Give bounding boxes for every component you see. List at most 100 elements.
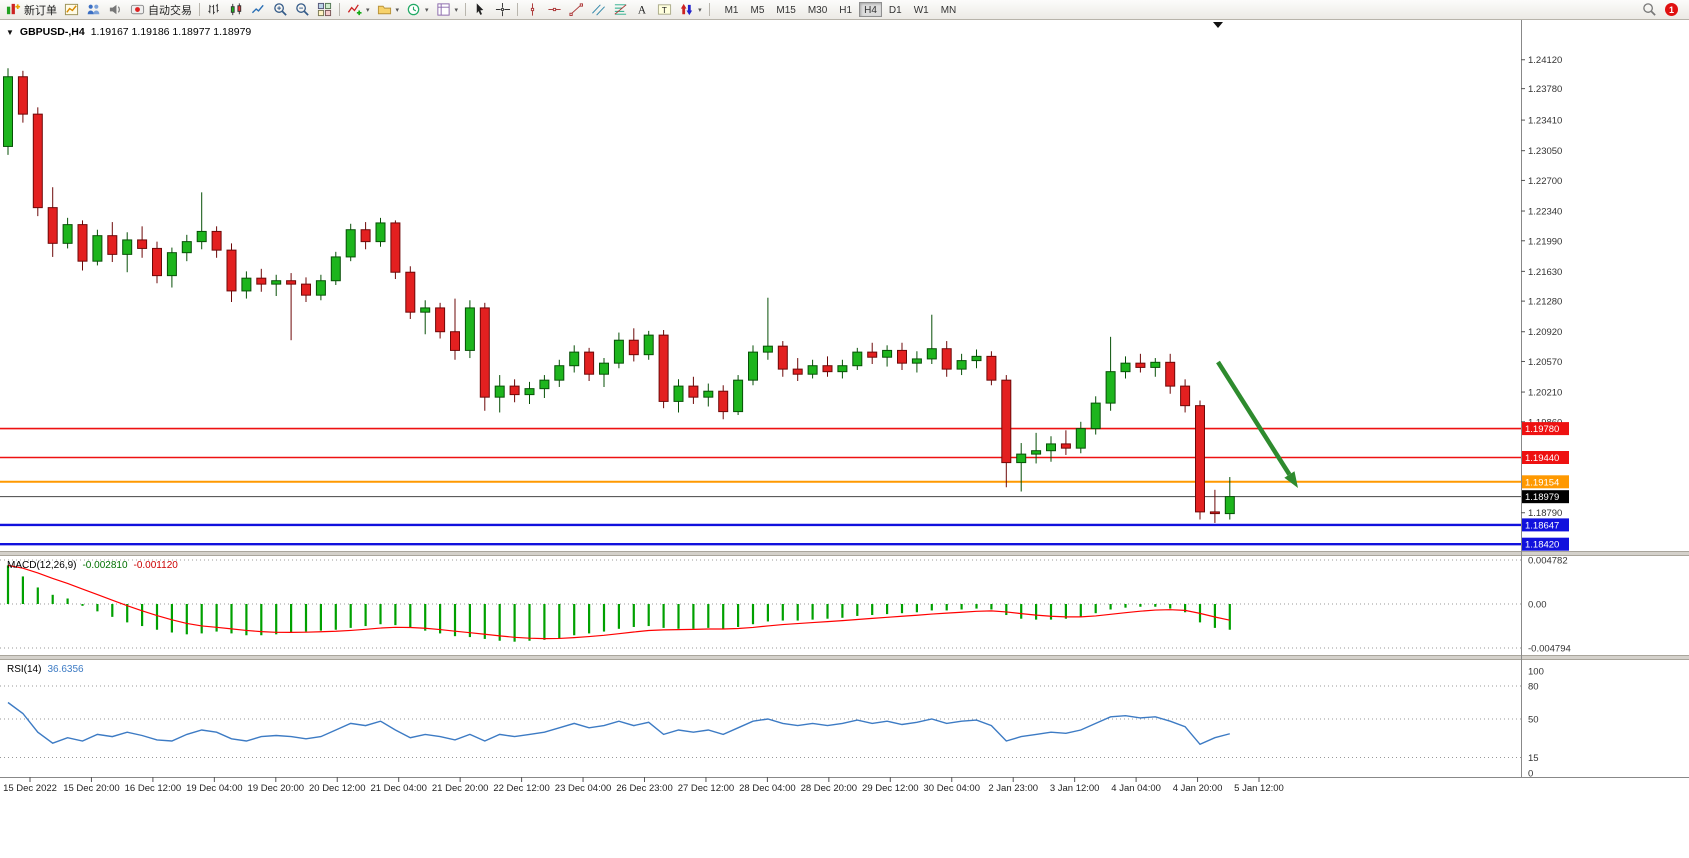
timeframe-H1[interactable]: H1 <box>834 2 857 17</box>
timeframe-D1[interactable]: D1 <box>884 2 907 17</box>
svg-text:0.004782: 0.004782 <box>1528 556 1568 567</box>
chart-window-icon <box>64 3 79 16</box>
horizontal-line-button[interactable] <box>544 1 565 18</box>
chart-window: MACD(12,26,9) -0.002810 -0.001120 0.004782 0… <box>0 20 1689 858</box>
svg-text:1.22340: 1.22340 <box>1528 207 1562 218</box>
candlestick-chart-button[interactable] <box>226 1 247 18</box>
svg-text:50: 50 <box>1528 715 1539 726</box>
svg-text:-0.004794: -0.004794 <box>1528 644 1571 655</box>
line-chart-button[interactable] <box>248 1 269 18</box>
svg-text:1.19780: 1.19780 <box>1525 424 1559 435</box>
timeframe-M5[interactable]: M5 <box>745 2 769 17</box>
svg-text:4 Jan 20:00: 4 Jan 20:00 <box>1173 783 1223 794</box>
search-button[interactable] <box>1639 1 1660 18</box>
text-tool-button[interactable]: A <box>632 1 653 18</box>
period-button[interactable]: ▾ <box>403 1 432 18</box>
svg-text:1.20570: 1.20570 <box>1528 357 1562 368</box>
svg-text:23 Dec 04:00: 23 Dec 04:00 <box>555 783 612 794</box>
svg-text:29 Dec 12:00: 29 Dec 12:00 <box>862 783 919 794</box>
arrow-object-head[interactable] <box>1284 471 1298 488</box>
svg-text:1.18420: 1.18420 <box>1525 540 1559 551</box>
svg-text:20 Dec 12:00: 20 Dec 12:00 <box>309 783 366 794</box>
svg-text:1.18790: 1.18790 <box>1528 508 1562 519</box>
channel-button[interactable] <box>588 1 609 18</box>
svg-text:1.18647: 1.18647 <box>1525 520 1559 531</box>
horizontal-line-objects <box>0 427 1521 546</box>
collapse-triangle-icon[interactable]: ▼ <box>6 27 14 37</box>
indicators-button[interactable]: ▾ <box>344 1 373 18</box>
label-tool-button[interactable]: T <box>654 1 675 18</box>
template-button[interactable]: ▾ <box>433 1 462 18</box>
rsi-label: RSI(14) 36.6356 <box>7 664 84 675</box>
svg-text:16 Dec 12:00: 16 Dec 12:00 <box>125 783 182 794</box>
timeframe-MN[interactable]: MN <box>936 2 962 17</box>
tile-windows-button[interactable] <box>314 1 335 18</box>
chevron-down-icon: ▾ <box>366 6 370 14</box>
svg-text:1.21280: 1.21280 <box>1528 297 1562 308</box>
bar-chart-button[interactable] <box>204 1 225 18</box>
timeframe-M30[interactable]: M30 <box>803 2 832 17</box>
zoom-in-button[interactable] <box>270 1 291 18</box>
new-order-button[interactable]: 新订单 <box>3 1 60 18</box>
svg-text:5 Jan 12:00: 5 Jan 12:00 <box>1234 783 1284 794</box>
autotrading-label: 自动交易 <box>148 4 192 17</box>
market-watch-button[interactable] <box>83 1 104 18</box>
profiles-button[interactable]: ▾ <box>374 1 403 18</box>
chart-window-button[interactable] <box>61 1 82 18</box>
zoom-out-icon <box>296 3 309 16</box>
svg-text:15 Dec 2022: 15 Dec 2022 <box>3 783 57 794</box>
panel-separator[interactable] <box>0 551 1689 556</box>
svg-text:21 Dec 20:00: 21 Dec 20:00 <box>432 783 489 794</box>
horizontal-line-icon <box>548 7 561 12</box>
chart-canvas[interactable]: MACD(12,26,9) -0.002810 -0.001120 0.004782 0… <box>0 20 1689 858</box>
chevron-down-icon: ▾ <box>425 6 429 14</box>
cursor-button[interactable] <box>470 1 491 18</box>
svg-text:21 Dec 04:00: 21 Dec 04:00 <box>370 783 427 794</box>
chevron-down-icon: ▾ <box>454 6 459 14</box>
vertical-line-button[interactable] <box>522 1 543 18</box>
indicators-icon <box>347 4 362 16</box>
arrows-tool-button[interactable]: ▾ <box>676 1 705 18</box>
svg-text:1.20920: 1.20920 <box>1528 327 1562 338</box>
new-order-label: 新订单 <box>24 4 57 17</box>
chart-title: ▼ GBPUSD-,H4 1.19167 1.19186 1.18977 1.1… <box>6 26 251 38</box>
svg-text:1.23780: 1.23780 <box>1528 84 1562 95</box>
chart-shift-marker[interactable] <box>1213 22 1223 28</box>
price-axis[interactable]: 1.24120 1.23780 1.23410 1.23050 1.22700 1.223… <box>1521 55 1562 519</box>
timeframe-W1[interactable]: W1 <box>909 2 934 17</box>
autotrading-button[interactable]: 自动交易 <box>127 1 195 18</box>
tile-windows-icon <box>317 2 332 17</box>
timeframe-group: M1 M5 M15 M30 H1 H4 D1 W1 MN <box>720 2 962 17</box>
svg-text:100: 100 <box>1528 667 1544 678</box>
clock-icon <box>407 3 420 16</box>
alerts-button[interactable] <box>105 1 126 18</box>
fibonacci-button[interactable] <box>610 1 631 18</box>
chevron-down-icon: ▾ <box>395 6 400 14</box>
svg-text:1.21990: 1.21990 <box>1528 236 1562 247</box>
arrow-object[interactable] <box>1216 360 1292 476</box>
rsi-line <box>7 701 1230 746</box>
template-icon <box>436 3 450 16</box>
svg-text:28 Dec 20:00: 28 Dec 20:00 <box>801 783 858 794</box>
panel-separator[interactable] <box>0 655 1689 660</box>
trendline-button[interactable] <box>566 1 587 18</box>
chevron-down-icon: ▾ <box>698 6 702 14</box>
grid-level-lines <box>0 559 1521 758</box>
svg-text:27 Dec 12:00: 27 Dec 12:00 <box>678 783 735 794</box>
svg-text:A: A <box>638 5 647 17</box>
svg-text:0.00: 0.00 <box>1528 600 1547 611</box>
notification-badge[interactable]: 1 <box>1665 3 1678 16</box>
timeframe-M1[interactable]: M1 <box>720 2 744 17</box>
svg-text:2 Jan 23:00: 2 Jan 23:00 <box>988 783 1038 794</box>
speaker-icon <box>109 4 120 15</box>
timeframe-M15[interactable]: M15 <box>771 2 800 17</box>
zoom-out-button[interactable] <box>292 1 313 18</box>
svg-text:1.23050: 1.23050 <box>1528 146 1562 157</box>
time-axis[interactable]: 15 Dec 2022 15 Dec 20:00 16 Dec 12:00 19 De… <box>3 777 1284 794</box>
svg-text:1.24120: 1.24120 <box>1528 55 1562 66</box>
cursor-icon <box>476 3 484 15</box>
svg-text:22 Dec 12:00: 22 Dec 12:00 <box>493 783 550 794</box>
channel-icon <box>592 4 605 16</box>
timeframe-H4[interactable]: H4 <box>859 2 882 17</box>
crosshair-button[interactable] <box>492 1 513 18</box>
